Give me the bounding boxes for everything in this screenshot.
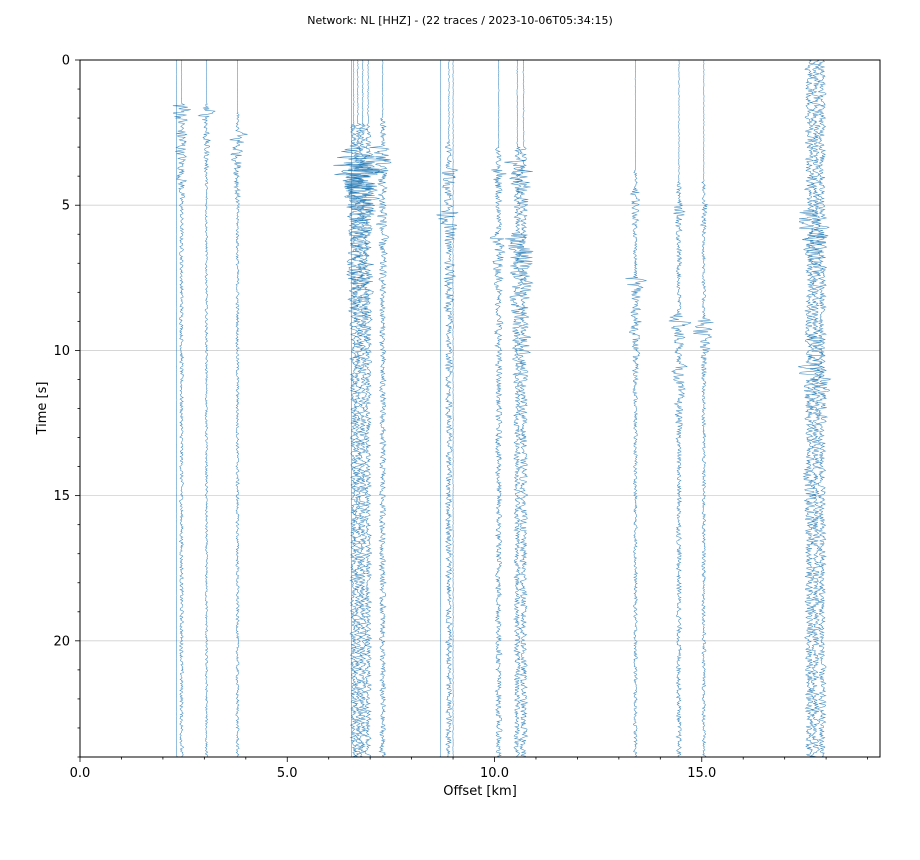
grid-lines <box>80 204 880 642</box>
seismic-trace <box>342 59 380 758</box>
seismic-trace <box>489 60 507 758</box>
x-tick-label: 15.0 <box>687 766 716 781</box>
seismic-trace <box>353 60 390 758</box>
seismic-trace <box>452 59 454 758</box>
seismic-trace <box>804 59 827 758</box>
seismic-trace <box>798 59 821 758</box>
seismic-trace <box>504 60 528 758</box>
x-axis: 0.0 5.0 10.0 15.0 <box>70 757 868 781</box>
y-axis-label: Time [s] <box>35 382 50 436</box>
y-tick-label: 5 <box>62 199 70 214</box>
seismic-trace <box>197 60 216 758</box>
seismic-trace <box>810 59 832 758</box>
x-tick-label: 10.0 <box>480 766 509 781</box>
y-axis: 0 5 10 15 20 <box>53 54 80 758</box>
x-tick-label: 0.0 <box>70 766 91 781</box>
seismic-trace <box>369 59 392 758</box>
x-tick-label: 5.0 <box>277 766 298 781</box>
seismic-trace <box>229 60 248 758</box>
chart-title: Network: NL [HHZ] - (22 traces / 2023-10… <box>307 14 613 27</box>
x-axis-label: Offset [km] <box>443 784 517 799</box>
seismic-trace <box>439 59 442 758</box>
y-tick-label: 20 <box>53 634 70 649</box>
seismic-trace <box>172 59 191 758</box>
y-tick-label: 0 <box>62 54 70 69</box>
seismic-trace <box>668 59 692 758</box>
seismic-trace <box>625 59 647 758</box>
seismic-trace <box>333 60 376 758</box>
seismic-trace <box>514 59 534 758</box>
trace-layer <box>172 59 832 758</box>
seismic-trace <box>350 59 353 757</box>
seismic-trace <box>176 59 179 758</box>
y-tick-label: 15 <box>53 489 70 504</box>
seismic-trace <box>692 59 714 758</box>
y-tick-label: 10 <box>53 344 70 359</box>
seismic-trace <box>435 59 459 758</box>
